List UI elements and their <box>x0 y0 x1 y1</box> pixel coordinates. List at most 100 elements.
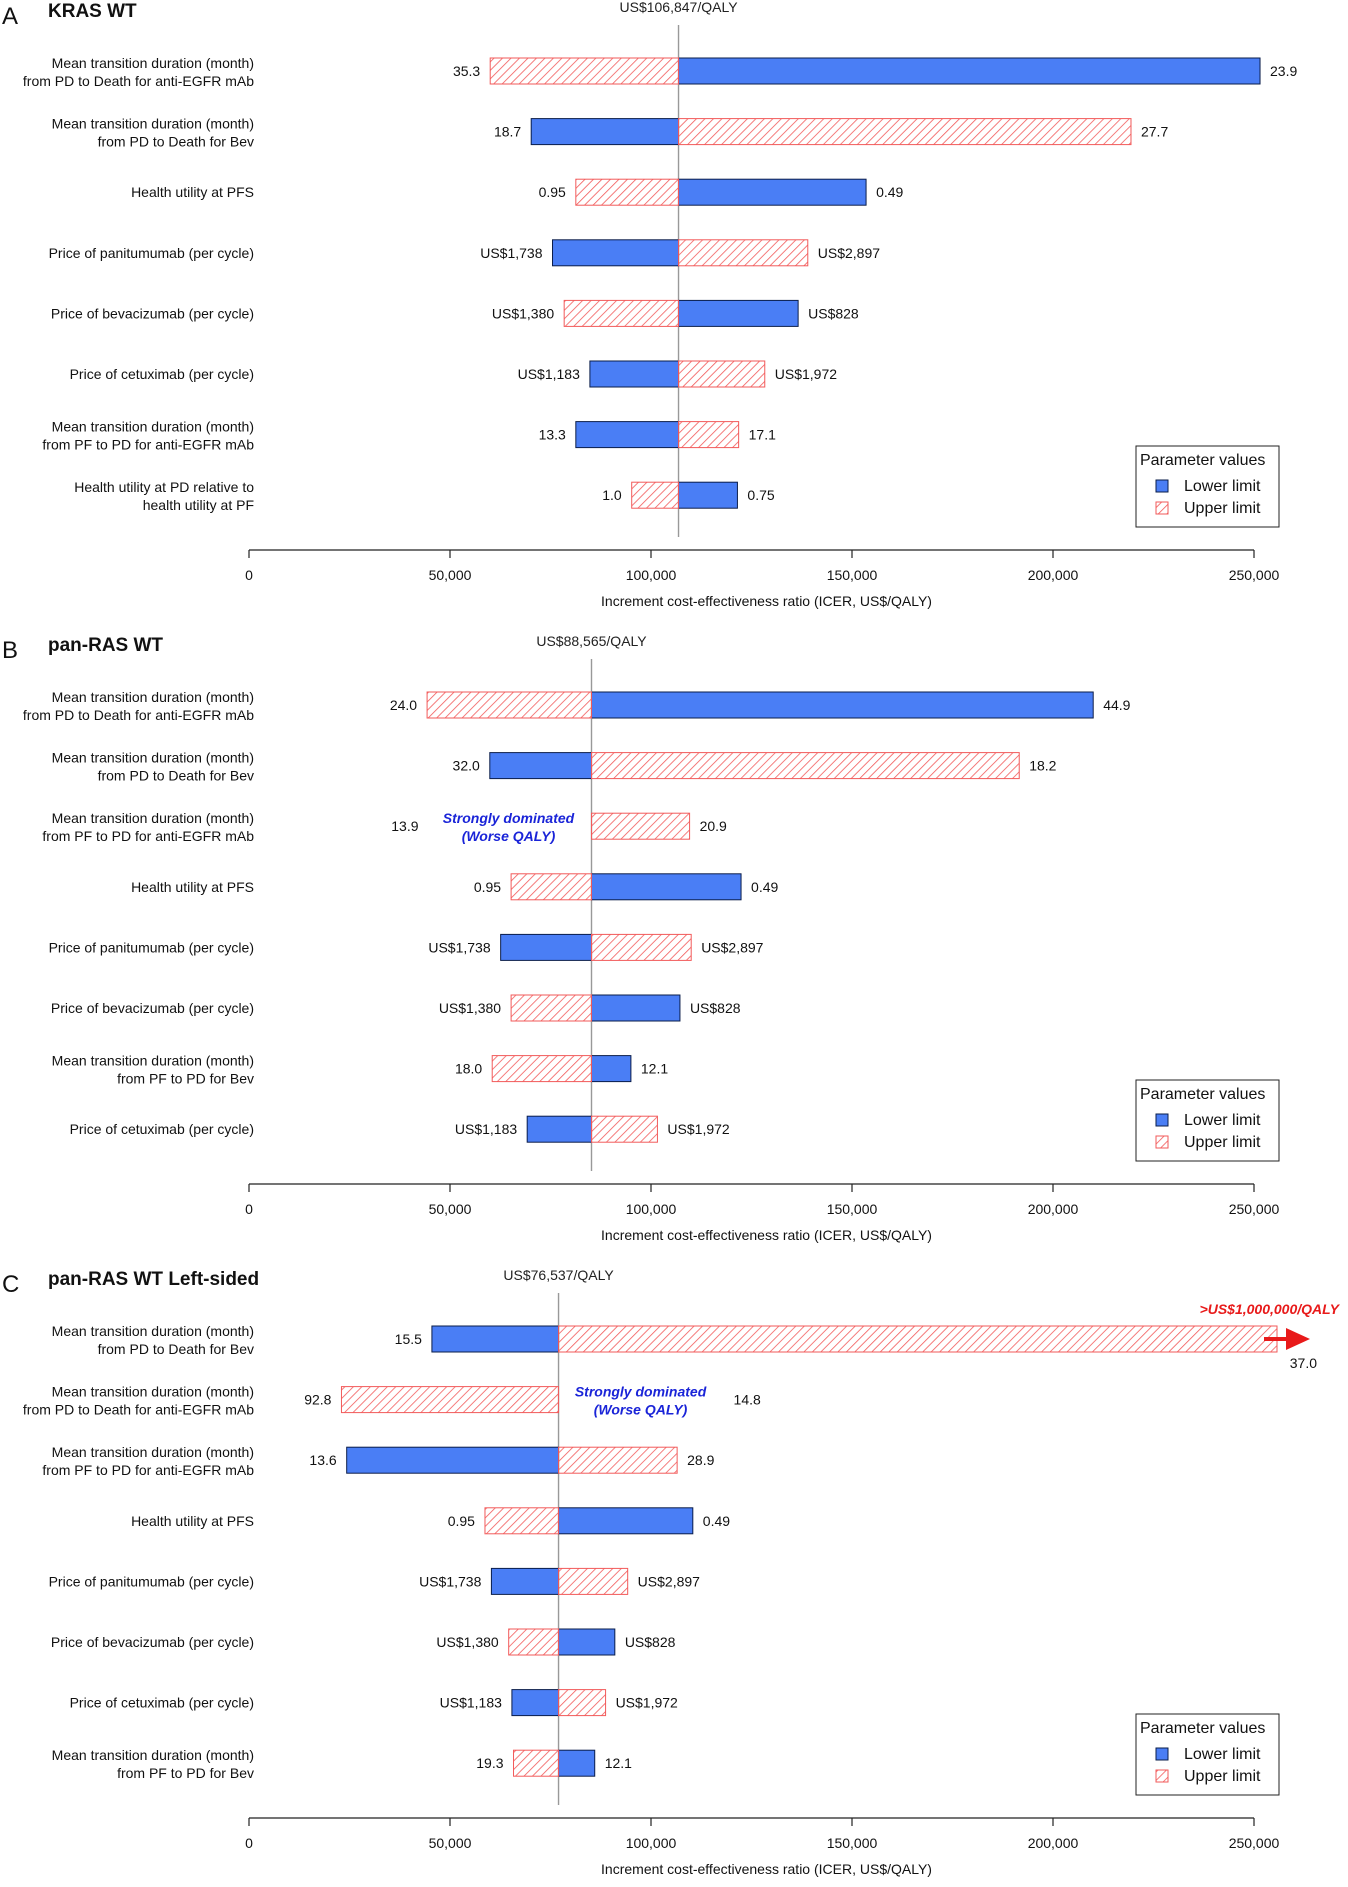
panel-a-row-8-upper-bar <box>631 481 680 509</box>
panel-b-row-2-upper-value-label: 18.2 <box>1029 758 1056 774</box>
panel-a-x-tick-label: 250,000 <box>1229 567 1280 583</box>
panel-a-row-3-lower-bar <box>678 178 867 206</box>
panel-a-row-7-lower-bar <box>575 421 680 449</box>
panel-b-legend-lower-swatch <box>1155 1113 1169 1127</box>
panel-c-row-6-upper-value-label: US$1,380 <box>436 1634 498 1650</box>
panel-a-row-4-label: Price of panitumumab (per cycle) <box>49 245 254 261</box>
panel-b-row-3-label-line1: Mean transition duration (month) <box>52 810 254 826</box>
panel-c-x-tick-label: 0 <box>245 1835 253 1851</box>
panel-b-legend-upper-label: Upper limit <box>1184 1134 1261 1151</box>
panel-b-row-2-label-line2: from PD to Death for Bev <box>98 768 254 784</box>
panel-c-row-4-label: Health utility at PFS <box>131 1513 254 1529</box>
panel-a-row-3-lower-value-label: 0.49 <box>876 184 903 200</box>
panel-b-row-7-upper-bar <box>491 1055 593 1083</box>
panel-b-row-1-upper-value-label: 24.0 <box>390 697 417 713</box>
panel-b-row-8-label: Price of cetuximab (per cycle) <box>70 1121 254 1137</box>
panel-a-x-tick-label: 50,000 <box>429 567 472 583</box>
panel-b-row-5-upper-value-label: US$2,897 <box>701 939 763 955</box>
panel-b-row-1-lower-bar <box>591 691 1094 719</box>
panel-b-legend-lower-label: Lower limit <box>1184 1112 1261 1129</box>
panel-c-row-4-upper-value-label: 0.95 <box>448 1513 475 1529</box>
panel-c-row-1-overflow-label: >US$1,000,000/QALY <box>1200 1301 1341 1317</box>
panel-c-row-1-upper-bar <box>558 1325 1278 1353</box>
panel-b-x-tick-label: 100,000 <box>626 1201 677 1217</box>
panel-b-row-3-upper-value-label: 20.9 <box>700 818 727 834</box>
panel-a-row-4-upper-bar <box>678 239 809 267</box>
panel-c-row-8-upper-value-label: 19.3 <box>476 1755 503 1771</box>
panel-a-row-2-lower-value-label: 18.7 <box>494 124 521 140</box>
panel-a-row-2-lower-bar <box>530 118 680 146</box>
panel-a-x-tick-label: 100,000 <box>626 567 677 583</box>
panel-c-row-2-note-line2: (Worse QALY) <box>594 1402 688 1418</box>
panel-b-row-5-lower-bar <box>500 933 593 961</box>
panel-b-row-8-lower-value-label: US$1,183 <box>455 1121 517 1137</box>
panel-b-row-7-lower-bar <box>591 1055 632 1083</box>
panel-c-row-5-lower-value-label: US$1,738 <box>419 1573 481 1589</box>
panel-c-row-3-lower-bar <box>346 1446 560 1474</box>
panel-a-row-8-lower-value-label: 0.75 <box>747 487 774 503</box>
panel-a-x-tick-label: 200,000 <box>1028 567 1079 583</box>
panel-b-row-3-note-line1: Strongly dominated <box>443 810 575 826</box>
panel-b-x-tick-label: 200,000 <box>1028 1201 1079 1217</box>
panel-c-row-6-label: Price of bevacizumab (per cycle) <box>51 1634 254 1650</box>
panel-c-row-8-label-line1: Mean transition duration (month) <box>52 1747 254 1763</box>
panel-b-row-8-upper-value-label: US$1,972 <box>667 1121 729 1137</box>
panel-b-row-2-upper-bar <box>591 752 1020 780</box>
panel-c-row-3-label-line2: from PF to PD for anti-EGFR mAb <box>42 1462 254 1478</box>
panel-a-row-6-label: Price of cetuximab (per cycle) <box>70 366 254 382</box>
panel-a-base-label: US$106,847/QALY <box>620 0 739 15</box>
panel-b-x-tick-label: 50,000 <box>429 1201 472 1217</box>
panel-c-legend-upper-swatch <box>1155 1769 1169 1783</box>
panel-c-title: pan-RAS WT Left-sided <box>48 1269 259 1290</box>
panel-c-row-2-upper-bar <box>340 1386 560 1414</box>
panel-b-row-6-lower-bar <box>591 994 681 1022</box>
panel-b-row-7-label-line1: Mean transition duration (month) <box>52 1053 254 1069</box>
panel-b-row-3-label-line2: from PF to PD for anti-EGFR mAb <box>42 828 254 844</box>
panel-a-title: KRAS WT <box>48 1 137 22</box>
panel-b-title: pan-RAS WT <box>48 635 163 656</box>
panel-c-row-6-lower-bar <box>558 1628 616 1656</box>
panel-a-row-5-upper-value-label: US$1,380 <box>492 305 554 321</box>
panel-b-row-8-upper-bar <box>591 1115 658 1143</box>
panel-b-row-3-upper-bar <box>591 812 691 840</box>
panel-c-row-7-lower-bar <box>511 1689 560 1717</box>
panel-a-row-6-upper-value-label: US$1,972 <box>775 366 837 382</box>
panel-c-row-1-label-line2: from PD to Death for Bev <box>98 1341 254 1357</box>
panel-c-row-5-upper-value-label: US$2,897 <box>638 1573 700 1589</box>
panel-a-row-1-upper-value-label: 35.3 <box>453 63 480 79</box>
panel-a-row-3-label: Health utility at PFS <box>131 184 254 200</box>
panel-a-legend-title: Parameter values <box>1140 452 1265 469</box>
panel-a-row-7-label-line2: from PF to PD for anti-EGFR mAb <box>42 437 254 453</box>
panel-a-row-6-lower-bar <box>589 360 680 388</box>
panel-c-row-1-lower-value-label: 15.5 <box>395 1331 422 1347</box>
panel-c-legend-lower-label: Lower limit <box>1184 1746 1261 1763</box>
panel-b-row-1-label-line1: Mean transition duration (month) <box>52 689 254 705</box>
panel-b-row-6-lower-value-label: US$828 <box>690 1000 741 1016</box>
panel-a-row-5-label: Price of bevacizumab (per cycle) <box>51 305 254 321</box>
panel-a-letter: A <box>2 3 18 30</box>
panel-a-row-8-upper-value-label: 1.0 <box>602 487 622 503</box>
panel-c-row-5-lower-bar <box>490 1567 560 1595</box>
panel-c-row-7-label: Price of cetuximab (per cycle) <box>70 1695 254 1711</box>
panel-c-row-4-lower-value-label: 0.49 <box>703 1513 730 1529</box>
panel-c-legend-upper-label: Upper limit <box>1184 1768 1261 1785</box>
panel-b-legend-title: Parameter values <box>1140 1086 1265 1103</box>
panel-a-row-1-lower-value-label: 23.9 <box>1270 63 1297 79</box>
panel-c-row-8-upper-bar <box>513 1749 560 1777</box>
panel-c-row-4-upper-bar <box>484 1507 560 1535</box>
panel-b-row-6-label: Price of bevacizumab (per cycle) <box>51 1000 254 1016</box>
panel-b-base-label: US$88,565/QALY <box>536 633 647 649</box>
panel-a-row-1-lower-bar <box>678 57 1261 85</box>
panel-a-row-4-lower-value-label: US$1,738 <box>480 245 542 261</box>
panel-c-row-1-upper-value-label: 37.0 <box>1290 1355 1317 1371</box>
panel-b-x-tick-label: 250,000 <box>1229 1201 1280 1217</box>
panel-c-x-tick-label: 50,000 <box>429 1835 472 1851</box>
panel-b-row-6-upper-value-label: US$1,380 <box>439 1000 501 1016</box>
panel-c-legend-lower-swatch <box>1155 1747 1169 1761</box>
panel-c-row-8-lower-bar <box>558 1749 596 1777</box>
panel-a-row-7-upper-value-label: 17.1 <box>749 427 776 443</box>
panel-b-row-7-label-line2: from PF to PD for Bev <box>117 1071 254 1087</box>
panel-a-row-6-upper-bar <box>678 360 766 388</box>
panel-a-row-7-label-line1: Mean transition duration (month) <box>52 419 254 435</box>
panel-b-row-4-label: Health utility at PFS <box>131 879 254 895</box>
